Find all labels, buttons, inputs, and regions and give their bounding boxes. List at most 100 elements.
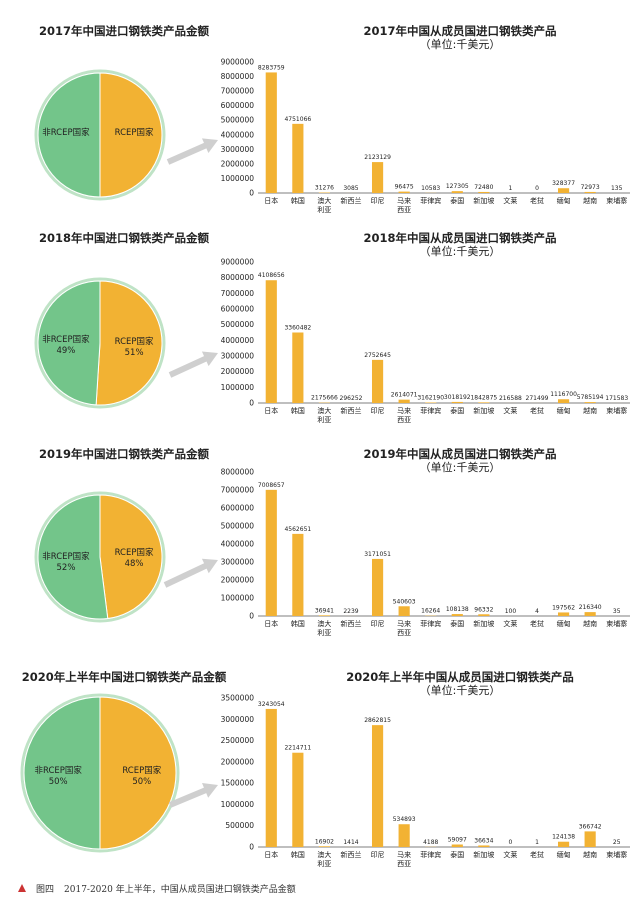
bar <box>292 533 304 616</box>
y-tick-label: 2500000 <box>221 736 255 745</box>
x-tick-label: 文莱 <box>503 196 517 205</box>
y-tick-label: 0 <box>249 843 254 852</box>
bar-value-label: 0 <box>509 839 513 846</box>
x-tick-label: 菲律宾 <box>420 850 441 859</box>
pie-label-rcep: RCEP国家 <box>115 336 154 347</box>
x-tick-label: 利亚 <box>317 205 331 214</box>
pie-label-non-rcep: 非RCEP国家 <box>34 765 82 776</box>
bar-value-label: 108138 <box>446 606 469 613</box>
figure-caption: 图四 2017-2020 年上半年，中国从成员国进口钢铁类产品金额 <box>18 880 296 896</box>
pie-slice-rcep <box>95 280 163 406</box>
x-tick-label: 老挝 <box>530 850 544 859</box>
bar <box>451 844 463 847</box>
pie-slice-rcep <box>99 696 177 850</box>
pie-title: 2020年上半年中国进口钢铁类产品金额 <box>22 670 227 684</box>
y-tick-label: 3500000 <box>221 694 255 703</box>
x-tick-label: 缅甸 <box>557 619 571 628</box>
bar <box>478 191 490 193</box>
bar-value-label: 36941 <box>315 607 334 614</box>
caption-text: 2017-2020 年上半年，中国从成员国进口钢铁类产品金额 <box>64 884 296 895</box>
y-tick-label: 0 <box>249 189 254 198</box>
bar <box>451 614 463 616</box>
x-tick-label: 文莱 <box>503 406 517 415</box>
bar-value-label: 1 <box>509 185 513 192</box>
bar <box>584 402 596 403</box>
x-tick-label: 新加坡 <box>473 850 494 859</box>
bar-title: 2017年中国从成员国进口钢铁类产品 <box>363 24 556 38</box>
pie-value-non-rcep: 49% <box>56 346 75 356</box>
pie-slice-non-rcep <box>23 696 101 850</box>
bar <box>398 824 410 847</box>
bar-value-label: 96475 <box>395 184 414 191</box>
x-tick-label: 老挝 <box>530 406 544 415</box>
x-tick-label: 越南 <box>583 619 597 628</box>
x-tick-label: 韩国 <box>291 406 305 415</box>
x-tick-label: 韩国 <box>291 850 305 859</box>
bar-value-label: 0 <box>535 185 539 192</box>
x-tick-label: 柬埔寨 <box>606 850 627 859</box>
x-tick-label: 利亚 <box>317 415 331 424</box>
x-tick-label: 澳大 <box>317 850 331 859</box>
bar <box>265 72 277 193</box>
pie-label-non-rcep: 非RCEP国家 <box>42 334 90 345</box>
bar-value-label: 59097 <box>448 836 467 843</box>
pie-value-rcep: 48% <box>125 559 144 569</box>
x-tick-label: 印尼 <box>371 407 385 415</box>
bar-title: 2019年中国从成员国进口钢铁类产品 <box>363 447 556 461</box>
bar-value-label: 4751066 <box>284 116 311 123</box>
x-tick-label: 泰国 <box>450 406 464 415</box>
pie-title: 2018年中国进口钢铁类产品金额 <box>39 231 210 245</box>
x-tick-label: 日本 <box>264 619 278 628</box>
bar-value-label: 25 <box>613 839 621 846</box>
bar <box>478 614 490 616</box>
y-tick-label: 1500000 <box>221 779 255 788</box>
bar <box>557 399 570 403</box>
y-tick-label: 6000000 <box>221 504 255 513</box>
y-tick-label: 8000000 <box>221 273 255 282</box>
bar-value-label: 328377 <box>552 180 575 187</box>
bar <box>318 615 331 616</box>
x-tick-label: 日本 <box>264 406 278 415</box>
bar-value-label: 3360482 <box>284 325 311 332</box>
y-tick-label: 2000000 <box>221 159 255 168</box>
y-tick-label: 3000000 <box>221 558 255 567</box>
bar <box>557 841 570 847</box>
x-tick-label: 新西兰 <box>341 406 362 415</box>
y-tick-label: 4000000 <box>221 336 255 345</box>
bar-value-label: 2175666 <box>311 395 338 402</box>
bar-value-label: 2862815 <box>364 717 391 724</box>
y-tick-label: 9000000 <box>221 58 255 67</box>
x-tick-label: 印尼 <box>371 620 385 628</box>
x-tick-label: 越南 <box>583 850 597 859</box>
bar-value-label: 366742 <box>579 823 602 830</box>
bar <box>265 489 277 616</box>
bar <box>584 612 596 616</box>
x-tick-label: 文莱 <box>503 619 517 628</box>
y-tick-label: 3000000 <box>221 145 255 154</box>
bar-value-label: 216588 <box>499 395 522 402</box>
bar-value-label: 2752645 <box>364 352 391 359</box>
bar-value-label: 4562651 <box>284 526 311 533</box>
pie-value-non-rcep: 50% <box>49 777 68 787</box>
x-tick-label: 印尼 <box>371 851 385 859</box>
pie-title: 2019年中国进口钢铁类产品金额 <box>39 447 210 461</box>
y-tick-label: 0 <box>249 612 254 621</box>
x-tick-label: 文莱 <box>503 850 517 859</box>
bar-value-label: 540603 <box>393 598 416 605</box>
bar <box>398 191 410 193</box>
y-tick-label: 7000000 <box>221 289 255 298</box>
bar-value-label: 3162190 <box>417 395 444 402</box>
x-tick-label: 柬埔寨 <box>606 196 627 205</box>
pie-border <box>20 693 180 853</box>
bar-value-label: 31276 <box>315 185 334 192</box>
x-tick-label: 新西兰 <box>341 619 362 628</box>
bar-value-label: 3171051 <box>364 551 391 558</box>
bar <box>584 831 596 847</box>
bar <box>478 402 490 403</box>
y-tick-label: 2000000 <box>221 576 255 585</box>
y-tick-label: 4000000 <box>221 540 255 549</box>
bar-value-label: 16264 <box>421 608 440 615</box>
bar <box>584 191 596 193</box>
x-tick-label: 韩国 <box>291 619 305 628</box>
y-tick-label: 5000000 <box>221 116 255 125</box>
